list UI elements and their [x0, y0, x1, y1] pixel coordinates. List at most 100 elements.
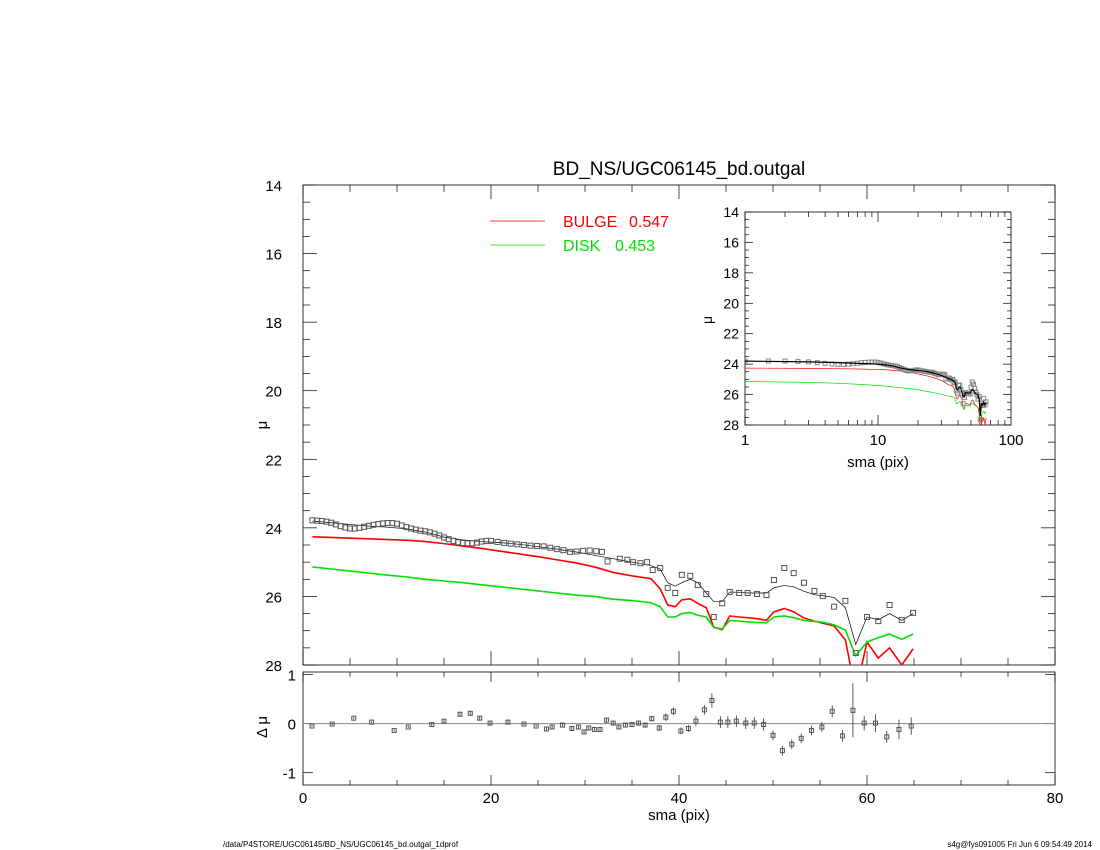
residual-y-tick-label: 1: [288, 667, 296, 684]
residual-point: [850, 707, 856, 713]
residual-point: [872, 720, 878, 726]
observed-point: [514, 541, 521, 548]
residual-y-tick-label: 0: [288, 717, 296, 734]
inset-observed-point: [845, 361, 851, 367]
observed-point: [629, 559, 636, 566]
observed-point: [811, 587, 818, 594]
y-tick-label: 20: [265, 384, 282, 401]
observed-point: [520, 542, 527, 548]
residual-point: [751, 720, 757, 726]
residual-point: [789, 741, 795, 747]
residual-point: [709, 697, 715, 703]
observed-point: [586, 547, 593, 554]
x-tick-label: 0: [299, 790, 307, 807]
residual-point: [457, 711, 463, 717]
residual-point: [685, 726, 691, 731]
inset-x-tick-label: 10: [870, 432, 887, 449]
observed-point: [534, 543, 541, 550]
residual-point: [597, 726, 603, 732]
observed-point: [593, 548, 600, 555]
observed-point: [781, 564, 788, 571]
y-tick-label: 16: [265, 247, 282, 264]
legend-label-disk: DISK: [563, 238, 601, 255]
inset-model-total-line: [745, 360, 987, 416]
residual-point: [670, 708, 676, 714]
observed-point: [886, 602, 893, 608]
observed-point: [726, 588, 733, 595]
y-tick-label: 14: [265, 178, 282, 195]
observed-point: [540, 543, 547, 550]
inset-x-tick-label: 100: [998, 432, 1023, 449]
observed-point: [754, 591, 761, 598]
x-tick-label: 80: [1047, 790, 1064, 807]
legend: BULGE 0.547 DISK 0.453: [490, 214, 669, 255]
residual-point: [521, 721, 527, 727]
observed-point: [744, 590, 751, 596]
observed-point: [831, 603, 838, 610]
residual-point: [586, 725, 592, 731]
inset-y-label: μ: [699, 316, 715, 324]
residual-point: [896, 726, 902, 732]
observed-point: [573, 548, 580, 555]
observed-point: [678, 571, 685, 578]
observed-point: [770, 576, 777, 583]
residual-point: [591, 726, 597, 732]
residual-point: [701, 707, 707, 713]
residual-point: [678, 728, 684, 734]
residual-point: [908, 723, 914, 729]
residual-point: [351, 715, 357, 721]
model-total-line: [312, 520, 914, 646]
residual-point: [649, 716, 655, 722]
legend-value-disk: 0.453: [615, 238, 655, 255]
inset-y-tick-label: 24: [723, 356, 739, 372]
y-tick-label: 28: [265, 658, 282, 675]
observed-point: [736, 590, 743, 596]
observed-point: [527, 542, 534, 549]
footer-user-timestamp: s4g@fys091005 Fri Jun 6 09:54:49 2014: [947, 840, 1092, 849]
residual-point: [779, 748, 785, 754]
legend-label-bulge: BULGE: [563, 214, 617, 231]
residual-point: [604, 717, 610, 723]
inset-y-tick-label: 14: [723, 204, 739, 220]
residual-point: [477, 715, 483, 721]
residual-point: [656, 725, 662, 731]
residual-point: [663, 714, 669, 720]
residual-point: [505, 719, 511, 725]
x-tick-label: 40: [671, 790, 688, 807]
observed-point: [488, 537, 494, 544]
observed-point: [637, 560, 644, 567]
observed-point: [553, 546, 560, 553]
y-tick-label: 24: [265, 521, 282, 538]
residual-point: [543, 726, 549, 732]
inset-plot-area: [745, 358, 989, 425]
inset-observed-point: [822, 360, 828, 366]
observed-point: [842, 597, 849, 604]
footer-file-path: /data/P4STORE/UGC06145/BD_NS/UGC06145_bd…: [223, 840, 459, 849]
residual-point: [770, 732, 776, 738]
y-tick-label: 18: [265, 315, 282, 332]
bulge-line: [312, 535, 914, 665]
observed-point: [819, 593, 826, 600]
residual-point: [743, 720, 749, 726]
residual-point: [829, 708, 835, 714]
observed-point: [566, 548, 573, 555]
residual-point: [693, 718, 699, 724]
observed-point: [604, 558, 611, 565]
residual-point: [629, 722, 635, 728]
observed-point: [763, 592, 770, 599]
residual-point: [533, 723, 539, 729]
residual-point: [733, 718, 739, 724]
inset-x-label: sma (pix): [847, 454, 909, 471]
residual-point: [569, 726, 575, 731]
chart-title: BD_NS/UGC06145_bd.outgal: [553, 159, 805, 180]
observed-point: [494, 538, 501, 545]
residual-point: [725, 719, 731, 725]
observed-point: [875, 618, 882, 625]
observed-point: [657, 564, 664, 571]
observed-point: [547, 544, 554, 551]
main-y-label: μ: [254, 421, 271, 430]
observed-point: [560, 547, 567, 554]
observed-point: [687, 572, 694, 579]
residual-panel: 0 20 40 60 80-101: [283, 667, 1064, 807]
